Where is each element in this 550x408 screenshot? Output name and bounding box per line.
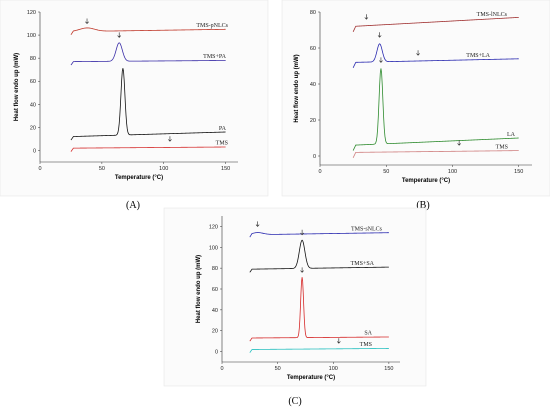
- transition-arrow-icon: [377, 32, 382, 38]
- y-axis-title: Heat flow endo up (mW): [294, 54, 300, 122]
- transition-arrow-icon: [168, 136, 172, 142]
- x-tick-label: 0: [220, 366, 223, 372]
- x-axis-title: Temperature (°C): [287, 375, 335, 381]
- x-tick-label: 50: [99, 166, 105, 172]
- y-tick-label: 20: [212, 329, 218, 335]
- transition-arrow-icon: [85, 18, 89, 24]
- y-tick-label: 80: [30, 56, 36, 62]
- panel-frame: [0, 0, 269, 197]
- series-label: TMS-pNLCs: [196, 23, 228, 29]
- series-line-tms: [249, 348, 389, 353]
- y-axis-title: Heat flow endo up (mW): [14, 53, 20, 121]
- panel-frame: [281, 0, 550, 197]
- x-tick-label: 150: [221, 166, 230, 172]
- y-tick-label: 100: [209, 245, 218, 251]
- series-line-la: [352, 68, 519, 151]
- transition-arrow-icon: [336, 338, 341, 344]
- x-tick-label: 0: [318, 169, 321, 175]
- panel-b: 0 50 100 150 0 20 40 60 80 Temperature (°C) Heat f…: [281, 0, 550, 211]
- series-label: SA: [364, 331, 372, 337]
- y-tick-label: 20: [310, 118, 316, 124]
- series-label: TMS+PA: [203, 54, 227, 60]
- x-axis-title: Temperature (°C): [402, 178, 450, 184]
- y-tick-label: 20: [30, 125, 36, 131]
- x-tick-label: 150: [384, 366, 393, 372]
- series-line-pa: [70, 68, 226, 141]
- y-tick-label: 120: [27, 10, 36, 16]
- x-tick-label: 100: [448, 169, 457, 175]
- series-line-tms-sa: [249, 239, 389, 273]
- y-tick-label: 40: [310, 82, 316, 88]
- x-axis-title: Temperature (°C): [115, 175, 163, 181]
- x-tick-label: 50: [383, 169, 389, 175]
- x-tick-label: 50: [275, 366, 281, 372]
- series-label: TMS+LA: [466, 53, 490, 59]
- series-line-tms-lnlcs: [352, 17, 519, 32]
- panel-a: 0 50 100 150 0 20 40 60 80 100 120 Temperature (°C)…: [0, 0, 269, 211]
- y-tick-label: 40: [212, 308, 218, 314]
- series-label: TMS+SA: [351, 261, 375, 267]
- panel-label: (B): [416, 200, 429, 211]
- series-label: TMS-sNLCs: [351, 226, 383, 232]
- y-tick-label: 60: [30, 79, 36, 85]
- y-tick-label: 60: [212, 287, 218, 293]
- transition-arrow-icon: [457, 140, 461, 146]
- series-line-sa: [249, 277, 389, 342]
- series-line-tms-pnlcs: [70, 27, 226, 35]
- series-label: LA: [507, 132, 516, 138]
- transition-arrow-icon: [379, 57, 383, 63]
- panel-label: (A): [126, 200, 140, 211]
- series-label: TMS: [216, 141, 228, 147]
- x-tick-label: 150: [514, 169, 523, 175]
- series-label: TMS-lNLCs: [477, 12, 508, 18]
- series-label: TMS: [496, 144, 508, 150]
- y-tick-label: 120: [209, 224, 218, 230]
- transition-arrow-icon: [300, 229, 304, 236]
- transition-arrow-icon: [255, 221, 260, 227]
- series-label: TMS: [360, 342, 372, 348]
- series-line-tms-pa: [70, 42, 226, 66]
- y-tick-label: 60: [310, 46, 316, 52]
- y-tick-label: 40: [30, 102, 36, 108]
- x-tick-label: 100: [329, 366, 338, 372]
- transition-arrow-icon: [300, 267, 304, 273]
- panel-frame: [163, 207, 427, 387]
- series-line-tms-snlcs: [249, 232, 389, 238]
- series-line-tms: [352, 150, 519, 158]
- transition-arrow-icon: [364, 14, 369, 20]
- transition-arrow-icon: [416, 50, 420, 56]
- y-tick-label: 0: [215, 350, 218, 356]
- y-tick-label: 80: [310, 10, 316, 16]
- y-tick-label: 0: [33, 148, 36, 154]
- series-line-tms-la: [352, 43, 519, 68]
- x-tick-label: 0: [38, 166, 41, 172]
- panel-c: 0 50 100 150 0 20 40 60 80 100 120 Temperature (°C)…: [163, 207, 427, 407]
- y-axis-title: Heat flow endo up (mW): [196, 255, 202, 323]
- x-tick-label: 100: [159, 166, 168, 172]
- y-tick-label: 80: [212, 266, 218, 272]
- transition-arrow-icon: [117, 32, 122, 38]
- panel-label: (C): [288, 396, 301, 407]
- series-label: PA: [219, 126, 227, 132]
- y-tick-label: 0: [313, 154, 316, 160]
- series-line-tms: [70, 146, 226, 152]
- y-tick-label: 100: [27, 33, 36, 39]
